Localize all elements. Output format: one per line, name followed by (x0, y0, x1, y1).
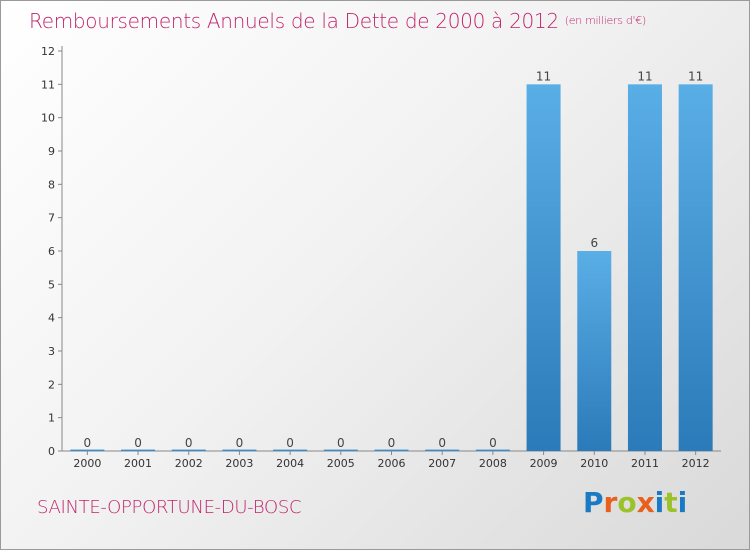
x-tick-label: 2008 (479, 457, 507, 470)
value-labels: 0 0 0 0 0 0 0 0 0 11 6 11 11 (84, 69, 704, 450)
title-text: Remboursements Annuels de la Dette de 20… (29, 9, 559, 33)
bar-2007 (425, 449, 460, 451)
value-label: 0 (438, 436, 446, 450)
brand-letter: t (664, 486, 678, 519)
x-tick-label: 2003 (225, 457, 253, 470)
bar-2003 (222, 449, 257, 451)
y-tick-label: 7 (48, 212, 55, 225)
brand-logo: Proxiti (583, 486, 687, 519)
brand-letter: i (654, 486, 665, 519)
unit-note: (en milliers d'€) (564, 14, 646, 27)
bar-2008 (475, 449, 510, 451)
x-tick-label: 2001 (124, 457, 152, 470)
y-tick-label: 12 (41, 45, 55, 58)
value-label: 11 (637, 69, 652, 83)
value-label: 0 (489, 436, 497, 450)
value-label: 0 (84, 436, 92, 450)
x-tick-label: 2007 (428, 457, 456, 470)
bar-2002 (171, 449, 206, 451)
bar-2011 (627, 84, 662, 451)
bar-2010 (577, 251, 612, 451)
value-label: 0 (388, 436, 396, 450)
value-label: 0 (185, 436, 193, 450)
y-tick-label: 10 (41, 112, 55, 125)
x-tick-label: 2005 (327, 457, 355, 470)
y-tick-label: 6 (48, 245, 55, 258)
y-tick-label: 3 (48, 345, 55, 358)
x-tick-label: 2002 (175, 457, 203, 470)
value-label: 11 (688, 69, 703, 83)
x-tick-label: 2011 (631, 457, 659, 470)
y-tick-label: 1 (48, 412, 55, 425)
y-tick-label: 8 (48, 178, 55, 191)
brand-letter: x (636, 486, 655, 519)
bar-2006 (374, 449, 409, 451)
bar-2004 (273, 449, 308, 451)
bar-2012 (678, 84, 713, 451)
y-tick-label: 0 (48, 445, 55, 458)
x-tick-label: 2012 (682, 457, 710, 470)
value-label: 0 (286, 436, 294, 450)
value-label: 0 (236, 436, 244, 450)
x-tick-label: 2006 (378, 457, 406, 470)
chart-title: Remboursements Annuels de la Dette de 20… (29, 9, 646, 33)
bars (70, 84, 713, 451)
y-tick-label: 4 (48, 312, 55, 325)
brand-letter: r (603, 486, 618, 519)
y-tick-label: 9 (48, 145, 55, 158)
bar-2001 (121, 449, 156, 451)
value-label: 11 (536, 69, 551, 83)
brand-letter: i (677, 486, 688, 519)
brand-letter: o (617, 486, 637, 519)
brand-letter: P (583, 486, 604, 519)
value-label: 0 (337, 436, 345, 450)
commune-name: SAINTE-OPPORTUNE-DU-BOSC (37, 497, 302, 518)
bar-2005 (323, 449, 358, 451)
x-tick-label: 2004 (276, 457, 304, 470)
value-label: 6 (590, 236, 598, 250)
x-tick-label: 2010 (580, 457, 608, 470)
x-tick-label: 2009 (530, 457, 558, 470)
y-tick-label: 11 (41, 78, 55, 91)
y-tick-label: 5 (48, 278, 55, 291)
bar-2009 (526, 84, 561, 451)
value-label: 0 (134, 436, 142, 450)
bar-2000 (70, 449, 105, 451)
y-tick-label: 2 (48, 378, 55, 391)
x-tick-label: 2000 (73, 457, 101, 470)
